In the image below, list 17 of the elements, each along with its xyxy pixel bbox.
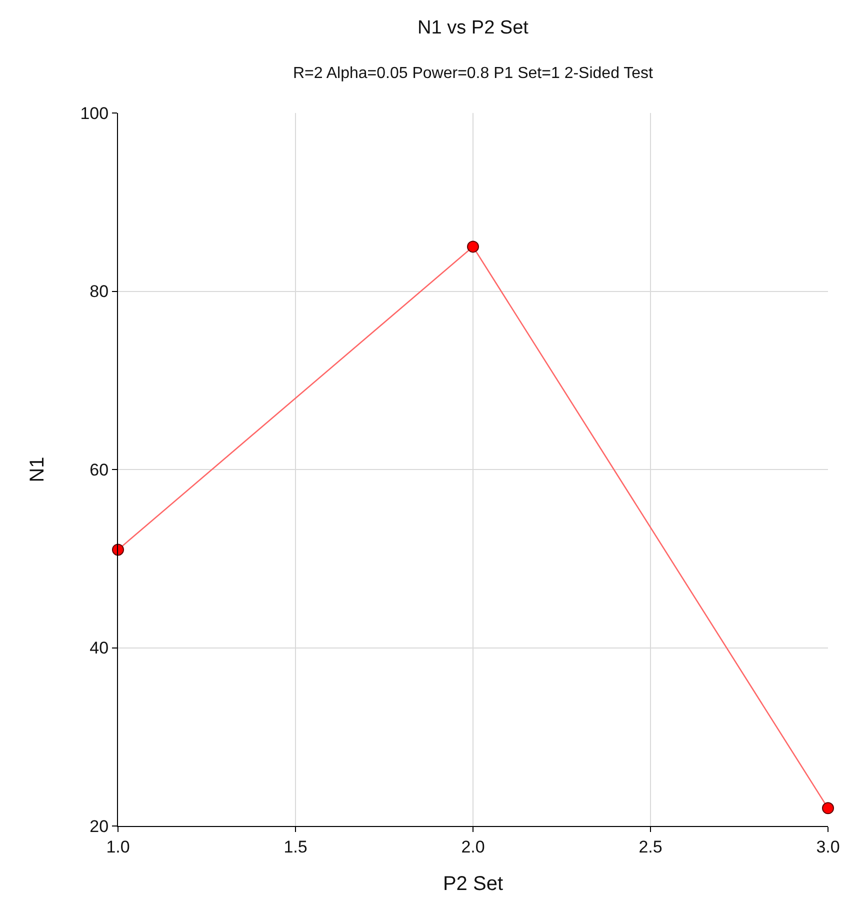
chart-title: N1 vs P2 Set — [418, 17, 530, 38]
x-tick-label: 1.5 — [284, 837, 308, 856]
x-axis-title: P2 Set — [442, 872, 504, 895]
point — [112, 544, 124, 556]
x-tick-label: 1.0 — [106, 837, 130, 856]
y-tick-label: 60 — [90, 460, 109, 480]
x-tick-label: 3.0 — [816, 837, 840, 856]
point — [822, 802, 834, 814]
y-tick-label: 20 — [90, 816, 109, 836]
point — [467, 240, 479, 253]
x-tick-label: 2.0 — [461, 837, 485, 856]
chart-subtitle: R=2 Alpha=0.05 Power=0.8 P1 Set=1 2-Sided Test — [293, 65, 654, 82]
x-tick-label: 2.5 — [638, 837, 662, 856]
y-tick-label: 40 — [90, 638, 109, 658]
y-tick-label: 80 — [90, 282, 109, 302]
y-axis-title: N1 — [26, 456, 49, 482]
y-tick-label: 100 — [80, 104, 109, 123]
